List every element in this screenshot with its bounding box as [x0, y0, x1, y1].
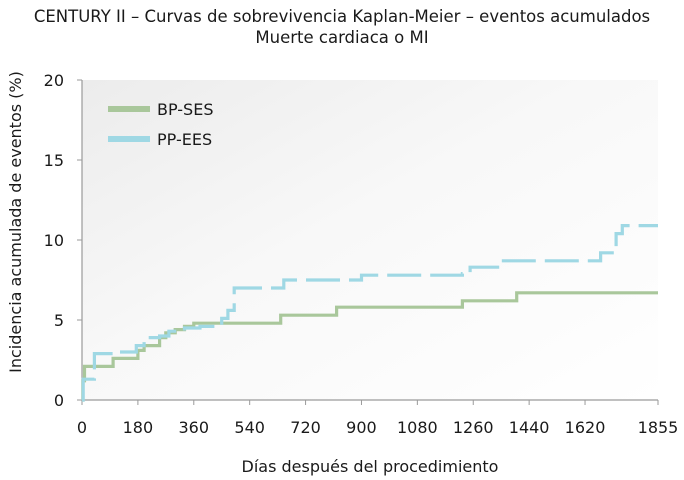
x-tick-label: 1620 [565, 418, 606, 437]
x-tick-label: 1440 [509, 418, 550, 437]
legend: BP-SES PP-EES [108, 100, 213, 149]
x-tick-label: 180 [123, 418, 154, 437]
legend-label-pp-ees: PP-EES [157, 130, 212, 149]
y-tick-label: 15 [44, 151, 64, 170]
legend-label-bp-ses: BP-SES [157, 100, 213, 119]
x-tick-label: 1260 [453, 418, 494, 437]
x-tick-label: 540 [234, 418, 265, 437]
x-axis: 0 180 360 540 720 900 1080 1260 1440 1620 1855 [77, 400, 678, 437]
x-axis-label: Días después del procedimiento [242, 457, 499, 476]
x-tick-label: 360 [179, 418, 210, 437]
y-axis: 0 5 10 15 20 [44, 71, 82, 410]
series-line-pp-ees [81, 224, 658, 402]
x-tick-label: 900 [346, 418, 377, 437]
y-tick-label: 5 [54, 311, 64, 330]
chart-subtitle: Muerte cardiaca o MI [255, 28, 428, 47]
y-axis-label: Incidencia acumulada de eventos (%) [6, 71, 25, 373]
x-tick-label: 720 [290, 418, 321, 437]
y-tick-label: 0 [54, 391, 64, 410]
y-tick-label: 10 [44, 231, 64, 250]
y-tick-label: 20 [44, 71, 64, 90]
x-tick-label: 1080 [397, 418, 438, 437]
x-tick-label: 1855 [638, 418, 679, 437]
plot-area [82, 80, 658, 400]
series-lines [81, 224, 658, 402]
chart-title: CENTURY II – Curvas de sobrevivencia Kap… [34, 7, 650, 26]
x-tick-label: 0 [77, 418, 87, 437]
